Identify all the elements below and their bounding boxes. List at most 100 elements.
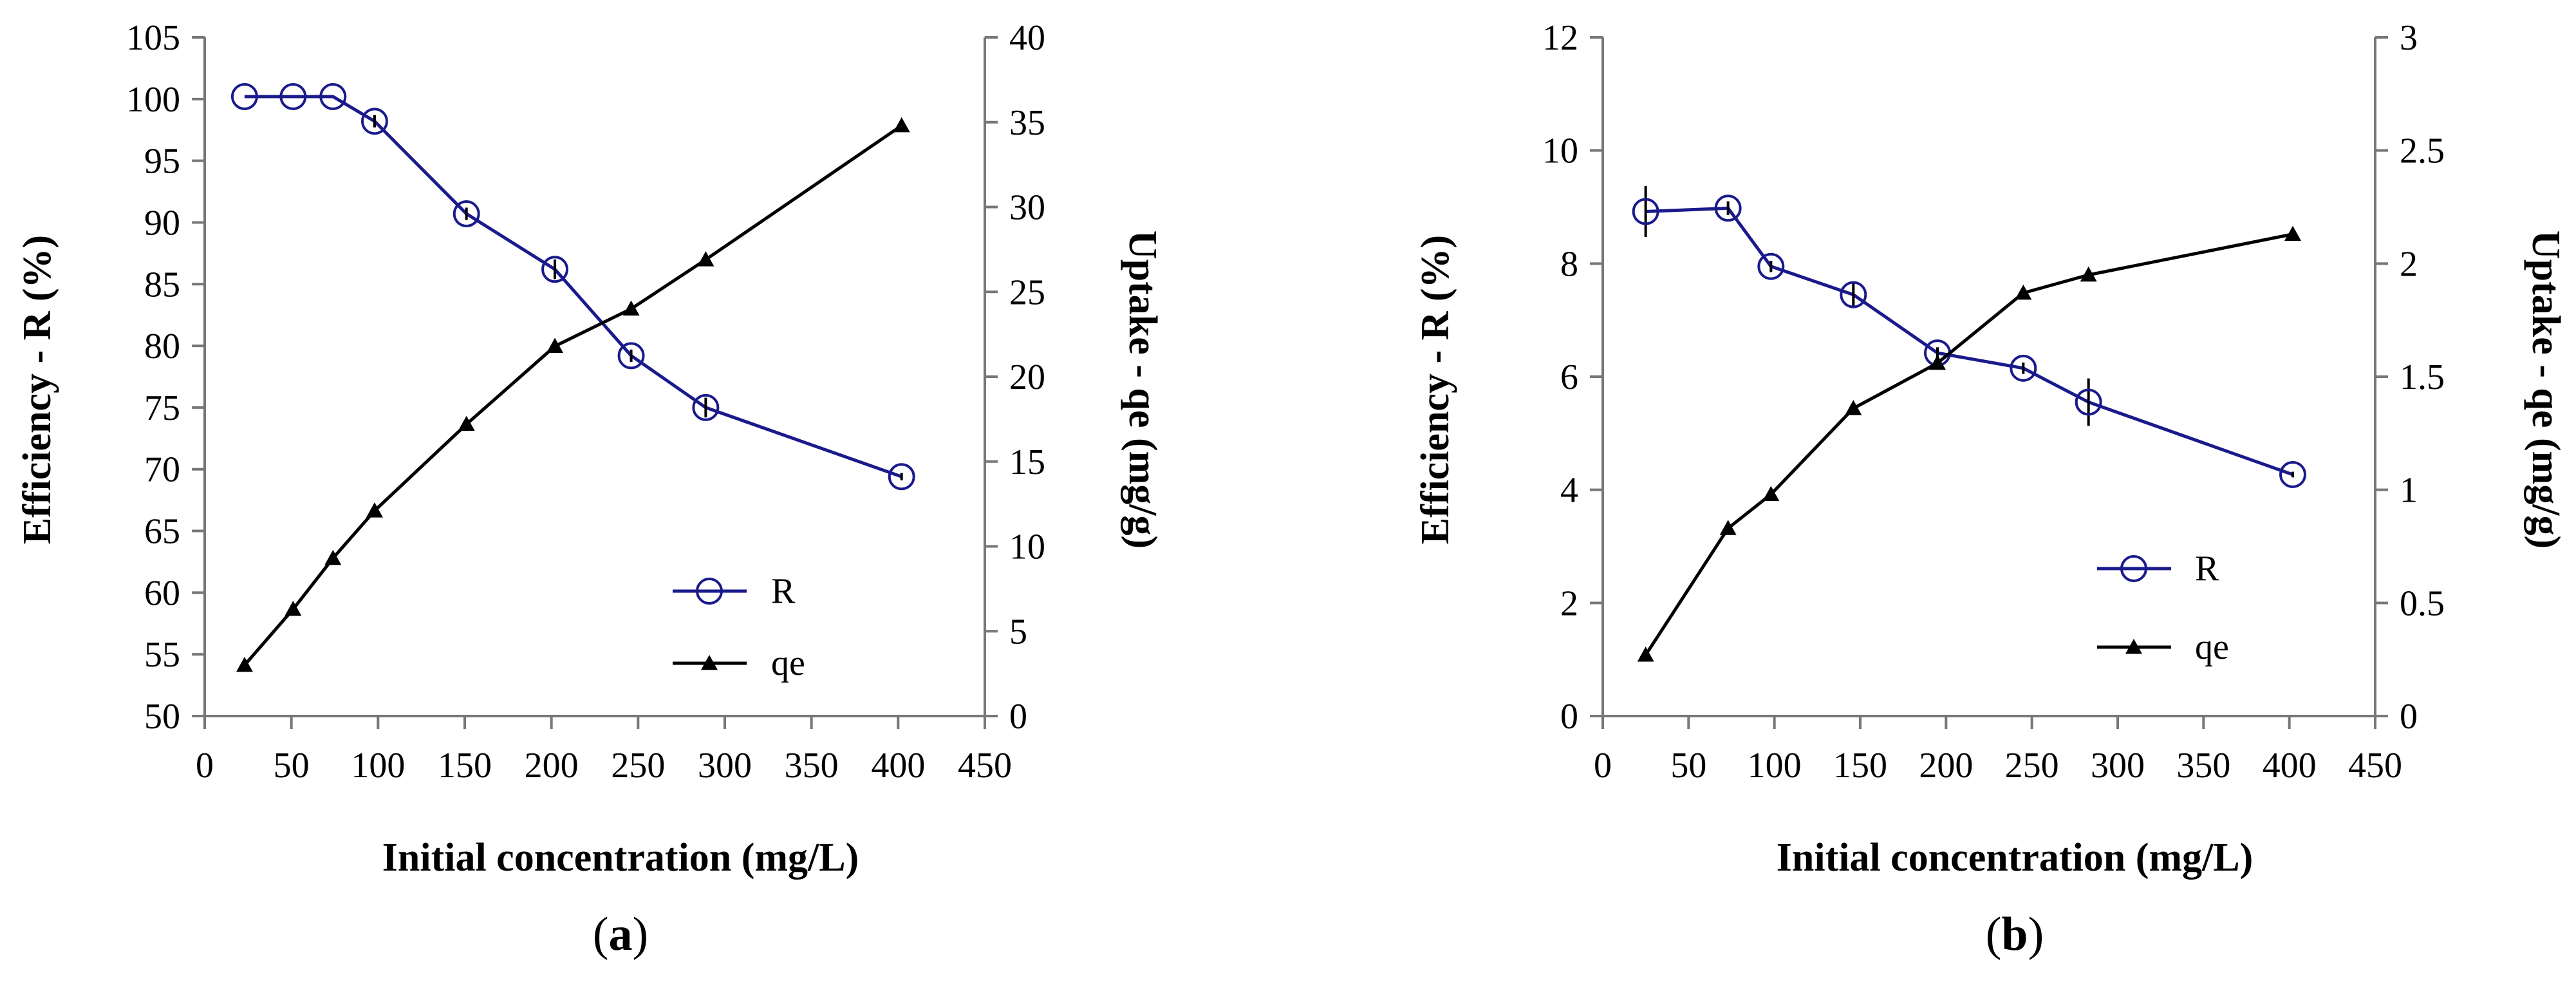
y2-tick-label: 1.5 (2400, 357, 2445, 397)
y2-tick-label: 0 (1009, 697, 1027, 737)
y-tick-label: 70 (144, 450, 180, 490)
y2-axis-title: Uptake - qe (mg/g) (1121, 231, 1164, 549)
x-tick-label: 0 (196, 746, 214, 786)
y-tick-label: 65 (144, 512, 180, 552)
x-tick-label: 450 (2348, 746, 2402, 786)
data-point-qe (2284, 225, 2301, 241)
legend: Rqe (2097, 549, 2229, 667)
data-point-qe (1637, 647, 1654, 662)
legend-label-qe: qe (771, 643, 805, 683)
data-point-qe (2015, 285, 2032, 300)
x-tick-label: 150 (1833, 746, 1887, 786)
y-tick-label: 10 (1542, 131, 1578, 171)
series-line-qe (1644, 232, 2293, 656)
panel-label-open: ( (1986, 908, 2002, 961)
data-point-qe (893, 117, 910, 133)
y2-tick-label: 35 (1009, 103, 1045, 143)
y-tick-label: 90 (144, 203, 180, 243)
y2-tick-label: 0.5 (2400, 583, 2445, 623)
legend-label-R: R (2195, 549, 2219, 589)
legend: Rqe (673, 571, 805, 683)
data-point-R (360, 108, 388, 135)
x-tick-label: 200 (525, 746, 579, 786)
x-tick-label: 300 (2091, 746, 2145, 786)
data-point-qe (697, 251, 714, 267)
y-tick-label: 80 (144, 326, 180, 366)
data-point-R (888, 463, 915, 491)
y-tick-label: 0 (1560, 697, 1578, 737)
data-point-qe (622, 300, 640, 316)
data-point-R (1757, 252, 1785, 280)
legend-marker-R (2120, 555, 2147, 582)
y-tick-label: 85 (144, 265, 180, 305)
x-tick-label: 50 (274, 746, 310, 786)
y2-tick-label: 2.5 (2400, 131, 2445, 171)
data-point-R (2075, 388, 2102, 416)
legend-label-qe: qe (2195, 627, 2229, 667)
x-tick-label: 350 (2176, 746, 2230, 786)
x-tick-label: 200 (1919, 746, 1973, 786)
legend-label-R: R (771, 571, 796, 611)
data-point-R (2010, 354, 2037, 382)
y-tick-label: 6 (1560, 357, 1578, 397)
data-point-qe (1762, 486, 1780, 502)
x-tick-label: 100 (1748, 746, 1802, 786)
data-point-qe (2080, 266, 2097, 282)
y2-tick-label: 15 (1009, 442, 1045, 482)
y2-tick-label: 5 (1009, 612, 1027, 652)
series-line-qe (243, 124, 903, 666)
y2-tick-label: 0 (2400, 697, 2418, 737)
y-tick-label: 55 (144, 635, 180, 675)
y2-axis-title: Uptake - qe (mg/g) (2524, 231, 2568, 549)
x-tick-label: 50 (1670, 746, 1706, 786)
x-tick-label: 400 (871, 746, 925, 786)
y2-tick-label: 10 (1009, 527, 1045, 567)
x-tick-label: 250 (2005, 746, 2059, 786)
panel-label-letter: a (609, 908, 633, 961)
data-point-qe (366, 502, 383, 518)
y2-tick-label: 2 (2400, 244, 2418, 284)
data-point-R (617, 342, 645, 370)
y-tick-label: 100 (126, 80, 180, 120)
y-tick-label: 60 (144, 573, 180, 613)
data-point-qe (546, 337, 564, 353)
series-line-R (244, 95, 902, 478)
data-point-R (1840, 281, 1867, 308)
data-point-R (2279, 460, 2306, 488)
x-tick-label: 250 (611, 746, 665, 786)
y-tick-label: 105 (126, 18, 180, 58)
chart-panel-b: 0 50 100 150 200 250 300 350 400 45002468101200.5… (1414, 18, 2568, 961)
x-tick-label: 0 (1594, 746, 1612, 786)
data-point-R (1632, 198, 1659, 225)
data-point-qe (1845, 400, 1862, 415)
y-tick-label: 95 (144, 142, 180, 182)
data-point-R (319, 82, 347, 110)
y-tick-label: 8 (1560, 244, 1578, 284)
y-axis-title: Efficiency - R (%) (15, 235, 59, 544)
series-line-R (1645, 206, 2293, 477)
data-point-qe (1929, 354, 1946, 370)
y2-tick-label: 1 (2400, 471, 2418, 511)
data-point-R (230, 82, 258, 110)
y2-tick-label: 30 (1009, 188, 1045, 228)
y2-tick-label: 25 (1009, 272, 1045, 312)
x-tick-label: 100 (351, 746, 405, 786)
legend-marker-qe (2125, 639, 2142, 654)
chart-panel-a: 0 50 100 150 200 250 300 350 400 4505055606570758… (15, 18, 1164, 961)
data-point-R (1714, 194, 1742, 222)
data-point-qe (1719, 520, 1737, 535)
data-point-qe (324, 549, 342, 565)
legend-marker-R (696, 578, 723, 605)
data-point-R (453, 200, 480, 228)
x-axis-title: Initial concentration (mg/L) (1777, 836, 2254, 880)
data-point-R (541, 256, 569, 283)
x-tick-label: 150 (438, 746, 492, 786)
x-tick-label: 300 (698, 746, 752, 786)
y-tick-label: 75 (144, 388, 180, 428)
data-point-R (692, 393, 720, 421)
y2-tick-label: 40 (1009, 18, 1045, 58)
x-axis-title: Initial concentration (mg/L) (382, 836, 859, 880)
data-point-qe (285, 600, 302, 616)
panel-label-letter: b (2001, 908, 2028, 961)
